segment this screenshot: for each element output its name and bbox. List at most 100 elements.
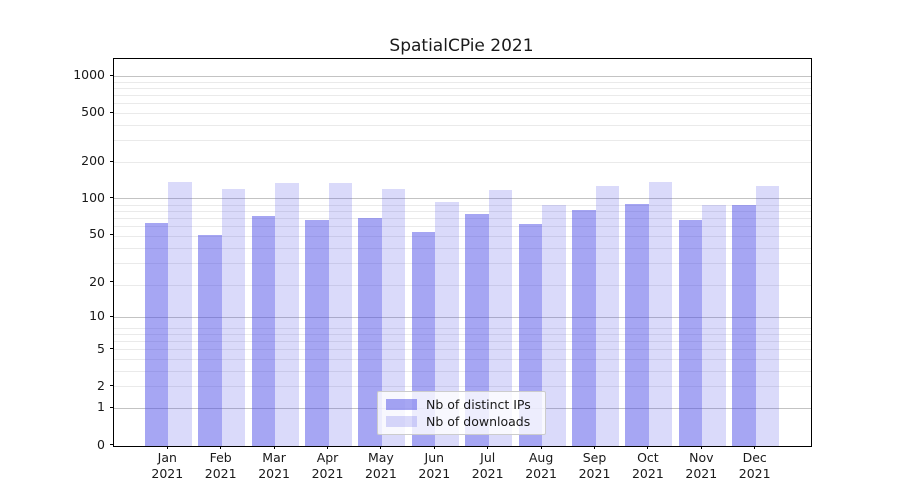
- plot-area: [113, 58, 812, 447]
- x-tick-label-nov: Nov 2021: [685, 450, 718, 481]
- y-tick-mark: [109, 74, 113, 76]
- y-tick-mark: [109, 111, 113, 113]
- y-tick-label-5: 5: [97, 340, 105, 356]
- bar-distinct-ips-feb: [198, 235, 222, 446]
- x-tick-mark: [540, 445, 542, 449]
- y-gridline-minor: [114, 333, 811, 335]
- y-tick-label-0: 0: [97, 436, 105, 452]
- x-tick-mark: [433, 445, 435, 449]
- y-tick-label-10: 10: [89, 308, 105, 324]
- y-gridline-minor: [114, 327, 811, 329]
- bar-downloads-apr: [328, 183, 352, 446]
- y-tick-mark: [109, 406, 113, 408]
- y-gridline-minor: [114, 247, 811, 249]
- bar-distinct-ips-nov: [678, 220, 703, 446]
- y-gridline-minor: [114, 161, 811, 163]
- x-tick-label-oct: Oct 2021: [631, 450, 664, 481]
- y-gridline-minor: [114, 218, 811, 220]
- x-tick-mark: [327, 445, 328, 449]
- legend: Nb of distinct IPs Nb of downloads: [377, 391, 546, 435]
- y-tick-mark: [109, 385, 113, 387]
- y-tick-mark: [109, 233, 113, 235]
- bar-distinct-ips-oct: [625, 203, 649, 446]
- bar-downloads-jan: [168, 182, 192, 446]
- bar-downloads-mar: [275, 182, 299, 446]
- x-tick-mark: [273, 445, 275, 449]
- y-gridline-minor: [114, 210, 811, 212]
- bar-downloads-jul: [488, 190, 513, 446]
- x-tick-mark: [594, 445, 595, 449]
- x-tick-label-aug: Aug 2021: [525, 450, 557, 481]
- y-tick-label-1: 1: [97, 399, 105, 415]
- y-gridline-minor: [114, 236, 811, 238]
- y-tick-mark: [109, 348, 113, 350]
- y-tick-mark: [109, 160, 113, 162]
- bar-downloads-sep: [595, 185, 619, 446]
- y-gridline-minor: [114, 349, 811, 351]
- y-tick-label-500: 500: [81, 104, 105, 120]
- bar-downloads-may: [381, 188, 406, 446]
- x-tick-label-mar: Mar 2021: [258, 450, 290, 481]
- bar-distinct-ips-may: [358, 217, 382, 446]
- y-gridline-minor: [114, 386, 811, 388]
- legend-label-distinct-ips: Nb of distinct IPs: [426, 396, 531, 412]
- y-gridline-minor: [114, 204, 811, 206]
- x-tick-label-dec: Dec 2021: [738, 450, 771, 481]
- y-tick-label-20: 20: [89, 273, 105, 289]
- y-gridline-minor: [114, 81, 811, 83]
- bar-distinct-ips-sep: [572, 210, 596, 446]
- y-gridline-minor: [114, 341, 811, 343]
- x-tick-mark: [220, 445, 222, 449]
- legend-swatch-downloads: [386, 416, 417, 428]
- bar-distinct-ips-mar: [251, 215, 276, 446]
- x-tick-mark: [487, 445, 489, 449]
- y-tick-mark: [109, 444, 113, 445]
- bar-downloads-dec: [755, 185, 780, 446]
- x-tick-label-jun: Jun 2021: [418, 450, 451, 481]
- bar-downloads-oct: [648, 181, 673, 446]
- y-tick-label-50: 50: [89, 226, 105, 242]
- y-gridline-minor: [114, 359, 811, 361]
- legend-label-downloads: Nb of downloads: [426, 414, 531, 430]
- y-tick-label-1000: 1000: [73, 67, 105, 83]
- y-gridline-minor: [114, 95, 811, 97]
- y-gridline-minor: [114, 370, 811, 372]
- y-tick-mark: [109, 281, 113, 283]
- y-tick-mark: [109, 197, 113, 199]
- x-tick-mark: [700, 445, 702, 449]
- x-tick-label-feb: Feb 2021: [204, 450, 237, 481]
- x-tick-label-sep: Sep 2021: [578, 450, 611, 481]
- y-gridline-minor: [114, 140, 811, 142]
- legend-swatch-distinct-ips: [386, 398, 417, 410]
- y-gridline-minor: [114, 87, 811, 89]
- y-gridline-minor: [114, 124, 811, 126]
- bar-distinct-ips-aug: [518, 224, 543, 446]
- y-gridline-minor: [114, 226, 811, 228]
- x-tick-mark: [380, 445, 382, 449]
- y-tick-label-2: 2: [97, 377, 105, 393]
- legend-row-distinct-ips: Nb of distinct IPs: [386, 397, 545, 412]
- bar-downloads-jun: [435, 201, 459, 446]
- y-gridline-minor: [114, 284, 811, 286]
- y-gridline-major: [114, 316, 811, 318]
- x-tick-label-jul: Jul 2021: [471, 450, 504, 481]
- x-tick-mark: [647, 445, 649, 449]
- x-tick-mark: [754, 445, 756, 449]
- bar-downloads-aug: [542, 204, 566, 446]
- bar-distinct-ips-dec: [732, 204, 756, 446]
- y-gridline-minor: [114, 263, 811, 265]
- x-tick-label-jan: Jan 2021: [151, 450, 184, 481]
- bar-downloads-nov: [702, 204, 726, 446]
- chart-title: SpatialCPie 2021: [389, 36, 534, 56]
- y-tick-label-100: 100: [81, 189, 105, 205]
- y-tick-label-200: 200: [81, 153, 105, 169]
- y-gridline-major: [114, 198, 811, 200]
- bar-distinct-ips-jan: [144, 222, 169, 446]
- x-tick-label-may: May 2021: [364, 450, 397, 481]
- legend-row-downloads: Nb of downloads: [386, 414, 545, 429]
- y-gridline-minor: [114, 103, 811, 105]
- y-gridline-major: [114, 75, 811, 77]
- y-tick-mark: [109, 315, 113, 317]
- x-tick-mark: [166, 445, 168, 449]
